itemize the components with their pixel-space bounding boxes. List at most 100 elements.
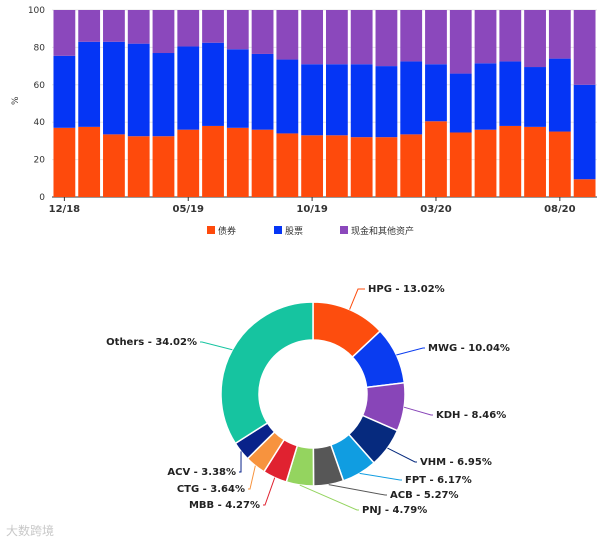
bar-01/19-债券 bbox=[78, 126, 101, 197]
bar-02/19-股票 bbox=[103, 41, 125, 135]
label-CTG: CTG - 3.64% bbox=[177, 484, 245, 495]
label-MBB: MBB - 4.27% bbox=[189, 500, 260, 511]
bar-03/20-股票 bbox=[425, 64, 447, 122]
bar-02/20-现金和其他资产 bbox=[400, 10, 423, 62]
bar-11/19-债券 bbox=[325, 135, 348, 197]
bar-12/18-债券 bbox=[53, 127, 76, 197]
y-tick-label: 40 bbox=[34, 118, 46, 128]
bar-02/19-现金和其他资产 bbox=[103, 10, 125, 42]
bar-02/19-债券 bbox=[103, 134, 125, 197]
donut-chart: HPG - 13.02% MWG - 10.04% KDH - 8.46% VHM -… bbox=[106, 284, 510, 516]
y-tick-label: 60 bbox=[34, 81, 46, 91]
bar-10/19-债券 bbox=[301, 135, 324, 197]
bar-01/20-债券 bbox=[375, 137, 398, 197]
bar-04/20-现金和其他资产 bbox=[449, 10, 472, 74]
bar-10/19-现金和其他资产 bbox=[301, 10, 324, 65]
bar-11/19-现金和其他资产 bbox=[325, 10, 348, 65]
bar-09/19-现金和其他资产 bbox=[276, 10, 299, 60]
leader-Others bbox=[200, 341, 233, 351]
bar-07/20-债券 bbox=[524, 126, 546, 197]
bar-segments bbox=[53, 10, 596, 197]
bar-06/19-债券 bbox=[202, 125, 224, 197]
label-Others: Others - 34.02% bbox=[106, 337, 197, 348]
legend-swatch-现金和其他资产 bbox=[340, 226, 348, 234]
y-tick-label: 100 bbox=[28, 6, 45, 16]
y-tick-label: 80 bbox=[34, 43, 46, 53]
x-tick-label: 03/20 bbox=[420, 204, 452, 215]
bar-12/19-股票 bbox=[350, 64, 373, 138]
leader-HPG bbox=[349, 288, 365, 310]
label-KDH: KDH - 8.46% bbox=[436, 410, 506, 421]
bar-06/20-股票 bbox=[499, 61, 522, 126]
legend-swatch-股票 bbox=[274, 226, 282, 234]
bar-12/19-现金和其他资产 bbox=[350, 10, 373, 65]
bar-06/20-债券 bbox=[499, 125, 522, 197]
bar-05/20-债券 bbox=[474, 129, 497, 197]
slice-labels: HPG - 13.02% MWG - 10.04% KDH - 8.46% VHM -… bbox=[106, 284, 510, 516]
bar-07/19-股票 bbox=[226, 49, 249, 128]
bar-08/20-现金和其他资产 bbox=[548, 10, 571, 59]
bar-04/19-股票 bbox=[152, 53, 175, 137]
x-axis-ticks: 12/18 05/19 10/19 03/20 08/20 bbox=[49, 197, 576, 215]
bar-05/19-现金和其他资产 bbox=[177, 10, 200, 47]
bar-04/20-债券 bbox=[449, 132, 472, 197]
x-tick-label: 08/20 bbox=[544, 204, 576, 215]
bar-05/20-现金和其他资产 bbox=[474, 10, 497, 64]
bar-10/19-股票 bbox=[301, 64, 324, 136]
bar-01/19-股票 bbox=[78, 41, 101, 127]
x-tick-label: 10/19 bbox=[296, 204, 328, 215]
bar-09/19-股票 bbox=[276, 59, 299, 134]
label-MWG: MWG - 10.04% bbox=[428, 343, 510, 354]
bar-09/19-债券 bbox=[276, 133, 299, 197]
bar-11/19-股票 bbox=[325, 64, 348, 136]
bar-08/19-股票 bbox=[251, 53, 274, 130]
leader-FPT bbox=[359, 472, 402, 481]
watermark-text: 大数跨境 bbox=[6, 524, 55, 538]
bar-09/20-债券 bbox=[573, 179, 596, 197]
leader-PNJ bbox=[299, 484, 359, 511]
bar-05/19-股票 bbox=[177, 46, 200, 130]
bar-01/20-现金和其他资产 bbox=[375, 10, 398, 67]
bar-03/19-债券 bbox=[127, 136, 150, 197]
bar-08/20-股票 bbox=[548, 58, 571, 132]
slice-Others bbox=[220, 301, 314, 445]
legend: 债券 股票 现金和其他资产 bbox=[207, 225, 414, 237]
label-VHM: VHM - 6.95% bbox=[420, 457, 492, 468]
y-tick-label: 0 bbox=[39, 193, 45, 203]
bar-12/19-债券 bbox=[350, 137, 373, 197]
y-tick-label: 20 bbox=[34, 156, 46, 166]
x-tick-label: 12/18 bbox=[49, 204, 81, 215]
y-axis-label: % bbox=[11, 96, 21, 105]
bar-03/19-现金和其他资产 bbox=[127, 10, 150, 44]
bar-12/18-股票 bbox=[53, 55, 76, 128]
legend-label-债券: 债券 bbox=[218, 225, 236, 237]
bar-08/19-现金和其他资产 bbox=[251, 10, 274, 54]
leader-ACV bbox=[239, 451, 242, 473]
label-HPG: HPG - 13.02% bbox=[368, 284, 445, 295]
label-ACV: ACV - 3.38% bbox=[167, 467, 236, 478]
bar-06/20-现金和其他资产 bbox=[499, 10, 522, 62]
legend-swatch-债券 bbox=[207, 226, 215, 234]
leader-ACB bbox=[328, 484, 387, 496]
bar-06/19-现金和其他资产 bbox=[202, 10, 224, 43]
bar-08/20-债券 bbox=[548, 131, 571, 197]
bar-05/19-债券 bbox=[177, 129, 200, 197]
bar-03/20-债券 bbox=[425, 121, 447, 197]
bar-04/19-现金和其他资产 bbox=[152, 10, 175, 54]
leader-MWG bbox=[396, 347, 425, 356]
bar-08/19-债券 bbox=[251, 129, 274, 197]
bar-03/20-现金和其他资产 bbox=[425, 10, 447, 65]
bar-09/20-股票 bbox=[573, 84, 596, 180]
bar-12/18-现金和其他资产 bbox=[53, 10, 76, 56]
legend-label-现金和其他资产: 现金和其他资产 bbox=[351, 225, 414, 237]
y-axis-ticks: 0 20 40 60 80 100 bbox=[28, 6, 45, 203]
bar-06/19-股票 bbox=[202, 42, 224, 126]
x-tick-label: 05/19 bbox=[173, 204, 205, 215]
bar-02/20-债券 bbox=[400, 134, 423, 197]
leader-CTG bbox=[248, 465, 256, 490]
bar-02/20-股票 bbox=[400, 61, 423, 135]
bar-07/20-股票 bbox=[524, 67, 546, 127]
bar-01/20-股票 bbox=[375, 66, 398, 138]
bar-04/19-债券 bbox=[152, 136, 175, 197]
leader-KDH bbox=[403, 406, 433, 416]
